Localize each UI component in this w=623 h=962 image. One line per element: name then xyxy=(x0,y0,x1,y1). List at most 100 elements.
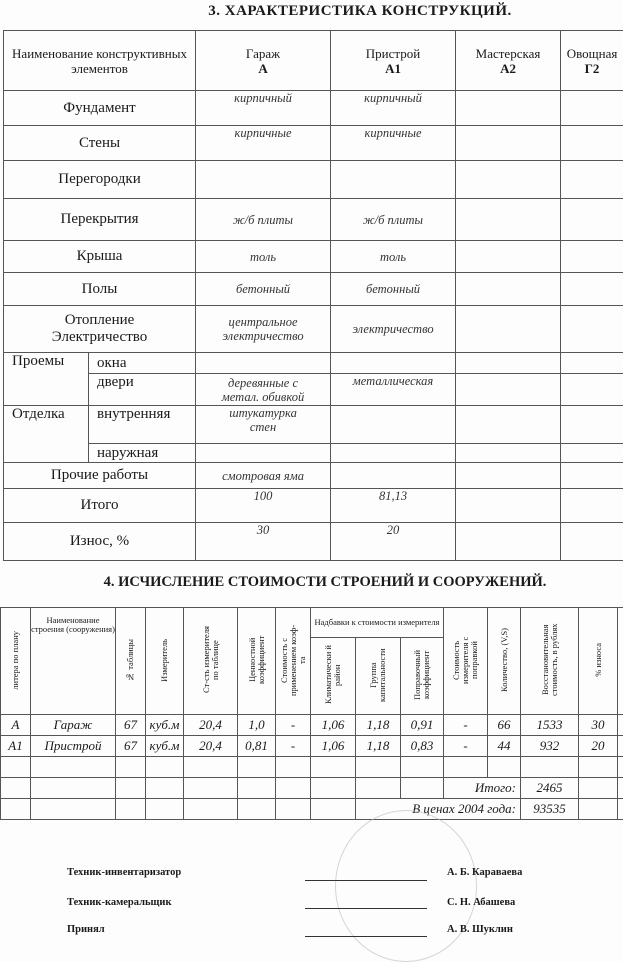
cost-cell xyxy=(276,757,311,778)
cost-cell xyxy=(401,778,444,799)
cost-header-row-1: литера по плану Наименование строения (с… xyxy=(1,608,623,638)
cost-cell xyxy=(184,799,238,820)
cost-cell: 0,91 xyxy=(401,715,444,736)
constructions-table: Наименование конструктивных элементов Га… xyxy=(3,30,623,561)
cost-table: литера по плану Наименование строения (с… xyxy=(0,607,623,820)
cost-cell: 1,06 xyxy=(311,715,356,736)
signature-name-1: А. Б. Караваева xyxy=(447,867,522,878)
cost-cell xyxy=(31,778,116,799)
signature-name-2: С. Н. Абашева xyxy=(447,897,515,908)
cost-cell xyxy=(238,799,276,820)
cost-cell xyxy=(146,778,184,799)
cost-cell xyxy=(618,799,623,820)
header-name: Наименование конструктивных элементов xyxy=(4,31,196,91)
cost-cell: 1533 xyxy=(521,715,579,736)
cost-cell xyxy=(1,778,31,799)
cost-cell: 1,18 xyxy=(356,736,401,757)
cost-cell: 67 xyxy=(116,715,146,736)
cost-cell xyxy=(401,757,444,778)
cost-cell xyxy=(579,757,618,778)
cost-cell xyxy=(276,799,311,820)
cost-cell xyxy=(579,778,618,799)
cost-cell xyxy=(444,757,488,778)
cost-row-empty xyxy=(1,757,623,778)
cost-row-total: Итого:2465 xyxy=(1,778,623,799)
cost-cell xyxy=(276,778,311,799)
cost-cell xyxy=(356,757,401,778)
cost-cell: - xyxy=(444,736,488,757)
cost-cell: - xyxy=(276,715,311,736)
cost-cell: 67 xyxy=(116,736,146,757)
cost-cell: 0,81 xyxy=(238,736,276,757)
cost-cell: 20,4 xyxy=(184,715,238,736)
cost-cell xyxy=(116,799,146,820)
cost-cell xyxy=(184,778,238,799)
cost-cell xyxy=(311,757,356,778)
cost-row-prices: В ценах 2004 года:93535 xyxy=(1,799,623,820)
cost-cell: 93535 xyxy=(521,799,579,820)
cost-cell xyxy=(238,757,276,778)
cost-cell xyxy=(146,757,184,778)
cost-cell: 1,0 xyxy=(238,715,276,736)
signature-role-1: Техник-инвентаризатор xyxy=(67,867,181,878)
cost-cell: 20 xyxy=(579,736,618,757)
cost-cell: 44 xyxy=(488,736,521,757)
cost-cell xyxy=(238,778,276,799)
cost-cell: 66 xyxy=(488,715,521,736)
cost-cell xyxy=(618,736,623,757)
header-row: Наименование конструктивных элементов Га… xyxy=(4,31,623,91)
cost-cell: куб.м xyxy=(146,715,184,736)
row-finish-outer: наружная xyxy=(4,444,623,463)
cost-cell: А xyxy=(1,715,31,736)
signature-role-3: Принял xyxy=(67,924,105,935)
cost-cell xyxy=(521,757,579,778)
cost-cell: Пристрой xyxy=(31,736,116,757)
cost-cell xyxy=(116,778,146,799)
cost-cell: 20,4 xyxy=(184,736,238,757)
row-partitions: Перегородки xyxy=(4,161,623,199)
cost-cell: 932 xyxy=(521,736,579,757)
cost-cell: А1 xyxy=(1,736,31,757)
signature-line-1 xyxy=(305,880,427,881)
cost-cell: - xyxy=(276,736,311,757)
cost-cell xyxy=(31,757,116,778)
cost-cell xyxy=(618,778,623,799)
cost-cell: Итого: xyxy=(444,778,521,799)
cost-cell: 2465 xyxy=(521,778,579,799)
cost-cell xyxy=(116,757,146,778)
cost-cell xyxy=(618,715,623,736)
cost-cell: 1,06 xyxy=(311,736,356,757)
cost-cell xyxy=(146,799,184,820)
cost-cell xyxy=(1,799,31,820)
cost-cell xyxy=(311,799,356,820)
cost-cell: - xyxy=(444,715,488,736)
cost-cell: 30 xyxy=(579,715,618,736)
section-3-title: 3. ХАРАКТЕРИСТИКА КОНСТРУКЦИЙ. xyxy=(100,3,620,20)
cost-cell xyxy=(356,778,401,799)
signature-name-3: А. В. Шуклин xyxy=(447,924,513,935)
cost-cell xyxy=(311,778,356,799)
cost-cell: 0,83 xyxy=(401,736,444,757)
signature-line-2 xyxy=(305,908,427,909)
cost-cell xyxy=(579,799,618,820)
cost-cell xyxy=(184,757,238,778)
cost-cell xyxy=(31,799,116,820)
cost-cell xyxy=(488,757,521,778)
